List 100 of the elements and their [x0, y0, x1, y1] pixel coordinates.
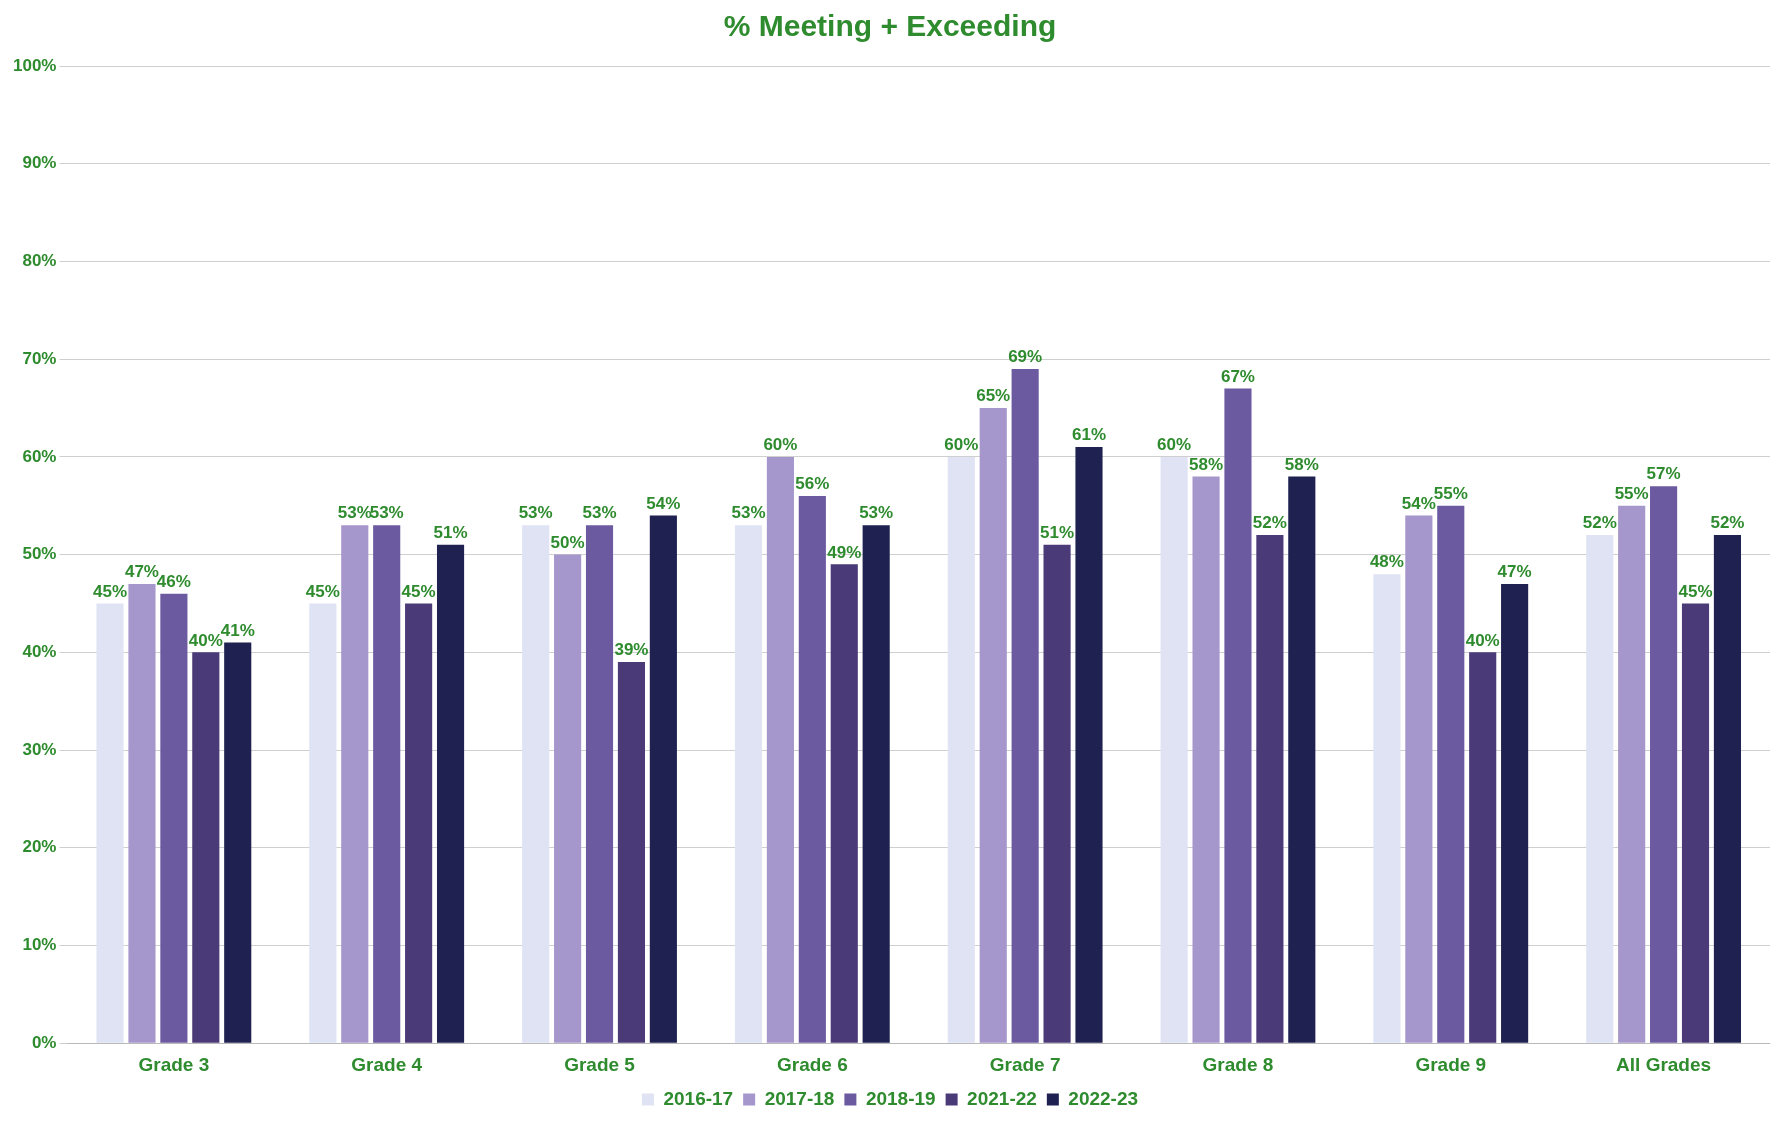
bar: [1618, 505, 1646, 1043]
data-label: 58%: [1189, 454, 1224, 474]
bar: [554, 554, 582, 1043]
bar: [1160, 456, 1188, 1043]
y-tick-label: 100%: [13, 55, 57, 75]
x-tick-label: Grade 4: [351, 1053, 423, 1075]
bar: [1586, 535, 1614, 1043]
bar: [862, 525, 890, 1043]
bar: [128, 583, 156, 1043]
y-tick-label: 70%: [22, 348, 57, 368]
bar: [766, 456, 794, 1043]
x-tick-label: All Grades: [1616, 1053, 1712, 1075]
data-label: 53%: [518, 503, 553, 523]
data-label: 69%: [1008, 347, 1043, 367]
data-label: 61%: [1071, 425, 1107, 445]
bar: [1501, 583, 1529, 1043]
data-label: 60%: [1157, 435, 1192, 455]
bar: [160, 593, 188, 1043]
data-label: 53%: [731, 503, 766, 523]
bar: [1075, 447, 1103, 1043]
bar: [522, 525, 550, 1043]
data-label: 40%: [1465, 630, 1500, 650]
y-tick-label: 0%: [31, 1032, 57, 1052]
bar: [1650, 486, 1678, 1043]
data-label: 47%: [1497, 562, 1532, 582]
data-label: 57%: [1646, 464, 1681, 484]
bar: [734, 525, 763, 1043]
data-label: 60%: [944, 435, 979, 455]
legend-label: 2018-19: [865, 1087, 936, 1109]
y-tick-label: 40%: [22, 642, 57, 662]
data-label: 65%: [976, 386, 1011, 406]
y-tick-label: 60%: [22, 446, 57, 466]
data-label: 53%: [369, 503, 404, 523]
data-label: 52%: [1710, 513, 1745, 533]
data-label: 45%: [93, 581, 128, 601]
bar: [617, 662, 646, 1043]
bar: [1681, 603, 1710, 1043]
y-tick-label: 80%: [22, 251, 57, 271]
data-label: 49%: [827, 542, 862, 562]
data-label: 53%: [337, 503, 372, 523]
x-tick-label: Grade 5: [564, 1053, 636, 1075]
data-label: 45%: [305, 581, 340, 601]
y-tick-label: 30%: [22, 739, 57, 759]
data-label: 45%: [401, 581, 436, 601]
bar: [309, 603, 337, 1043]
bar: [192, 652, 220, 1043]
data-label: 55%: [1614, 483, 1649, 503]
data-label: 58%: [1284, 454, 1319, 474]
data-label: 53%: [582, 503, 617, 523]
data-label: 53%: [859, 503, 894, 523]
data-label: 60%: [763, 435, 798, 455]
data-label: 55%: [1433, 483, 1468, 503]
x-tick-label: Grade 3: [138, 1053, 210, 1075]
x-tick-label: Grade 6: [776, 1053, 848, 1075]
bar: [1288, 476, 1316, 1043]
data-label: 54%: [646, 493, 681, 513]
legend-label: 2017-18: [764, 1087, 835, 1109]
bar: [798, 495, 826, 1043]
data-label: 50%: [550, 532, 585, 552]
data-label: 52%: [1252, 513, 1287, 533]
legend-label: 2022-23: [1068, 1087, 1139, 1109]
bar: [1373, 574, 1401, 1043]
data-label: 52%: [1582, 513, 1617, 533]
legend-label: 2016-17: [663, 1087, 734, 1109]
bar: [1011, 368, 1039, 1043]
data-label: 45%: [1678, 581, 1713, 601]
legend-label: 2021-22: [967, 1087, 1037, 1109]
data-label: 41%: [220, 620, 255, 640]
bar: [1043, 544, 1071, 1043]
y-tick-label: 90%: [22, 153, 57, 173]
bar: [1713, 535, 1741, 1043]
bar: [585, 525, 614, 1043]
x-tick-label: Grade 7: [989, 1053, 1061, 1075]
bar: [1469, 652, 1497, 1043]
y-tick-label: 10%: [22, 935, 57, 955]
x-tick-label: Grade 8: [1202, 1053, 1274, 1075]
x-tick-label: Grade 9: [1415, 1053, 1487, 1075]
bar: [649, 515, 677, 1043]
bar: [1192, 476, 1220, 1043]
bar: [830, 564, 858, 1043]
y-tick-label: 50%: [22, 544, 57, 564]
bar: [947, 456, 975, 1043]
bar: [96, 603, 124, 1043]
bar: [1224, 388, 1252, 1043]
y-tick-label: 20%: [22, 837, 57, 857]
data-label: 51%: [1040, 523, 1075, 543]
data-label: 48%: [1369, 552, 1404, 572]
bar: [224, 642, 252, 1043]
bar: [979, 408, 1007, 1043]
bar: [436, 544, 465, 1043]
bar: [341, 525, 369, 1043]
data-label: 67%: [1220, 366, 1255, 386]
data-label: 51%: [433, 523, 468, 543]
bar: [1437, 505, 1465, 1043]
bar: [373, 525, 401, 1043]
chart-title: % Meeting + Exceeding: [723, 9, 1057, 43]
bar: [405, 603, 433, 1043]
data-label: 56%: [795, 474, 830, 494]
bar: [1405, 515, 1433, 1043]
data-label: 39%: [614, 640, 649, 660]
